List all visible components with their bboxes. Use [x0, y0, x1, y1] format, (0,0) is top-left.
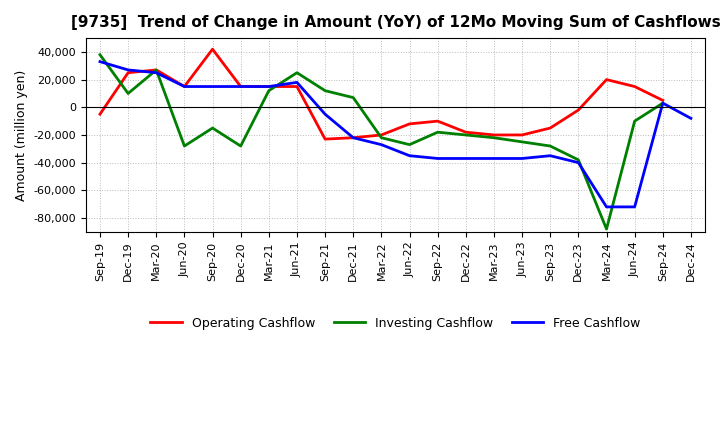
Operating Cashflow [490, 132, 498, 138]
Investing Cashflow [377, 135, 386, 140]
Operating Cashflow [546, 125, 554, 131]
Free Cashflow [377, 142, 386, 147]
Free Cashflow [152, 70, 161, 75]
Free Cashflow [518, 156, 526, 161]
Free Cashflow [574, 160, 582, 165]
Operating Cashflow [264, 84, 273, 89]
Operating Cashflow [574, 107, 582, 113]
Investing Cashflow [630, 118, 639, 124]
Legend: Operating Cashflow, Investing Cashflow, Free Cashflow: Operating Cashflow, Investing Cashflow, … [145, 312, 646, 335]
Investing Cashflow [292, 70, 301, 75]
Operating Cashflow [602, 77, 611, 82]
Line: Free Cashflow: Free Cashflow [100, 62, 691, 207]
Operating Cashflow [630, 84, 639, 89]
Line: Investing Cashflow: Investing Cashflow [100, 55, 663, 229]
Investing Cashflow [124, 91, 132, 96]
Investing Cashflow [96, 52, 104, 57]
Operating Cashflow [659, 98, 667, 103]
Investing Cashflow [546, 143, 554, 149]
Free Cashflow [630, 204, 639, 209]
Operating Cashflow [405, 121, 414, 127]
Investing Cashflow [659, 100, 667, 106]
Investing Cashflow [208, 125, 217, 131]
Free Cashflow [349, 135, 358, 140]
Operating Cashflow [96, 112, 104, 117]
Line: Operating Cashflow: Operating Cashflow [100, 49, 663, 139]
Operating Cashflow [377, 132, 386, 138]
Operating Cashflow [518, 132, 526, 138]
Free Cashflow [96, 59, 104, 64]
Free Cashflow [405, 153, 414, 158]
Investing Cashflow [490, 135, 498, 140]
Free Cashflow [687, 116, 696, 121]
Free Cashflow [124, 67, 132, 73]
Operating Cashflow [208, 47, 217, 52]
Operating Cashflow [462, 129, 470, 135]
Free Cashflow [264, 84, 273, 89]
Free Cashflow [236, 84, 245, 89]
Investing Cashflow [152, 67, 161, 73]
Y-axis label: Amount (million yen): Amount (million yen) [15, 70, 28, 201]
Investing Cashflow [180, 143, 189, 149]
Investing Cashflow [518, 139, 526, 144]
Operating Cashflow [433, 118, 442, 124]
Investing Cashflow [602, 227, 611, 232]
Investing Cashflow [236, 143, 245, 149]
Operating Cashflow [236, 84, 245, 89]
Investing Cashflow [264, 88, 273, 93]
Free Cashflow [490, 156, 498, 161]
Free Cashflow [321, 112, 330, 117]
Investing Cashflow [462, 132, 470, 138]
Investing Cashflow [349, 95, 358, 100]
Operating Cashflow [152, 67, 161, 73]
Operating Cashflow [349, 135, 358, 140]
Free Cashflow [659, 100, 667, 106]
Investing Cashflow [574, 157, 582, 162]
Operating Cashflow [180, 84, 189, 89]
Investing Cashflow [433, 129, 442, 135]
Operating Cashflow [321, 136, 330, 142]
Free Cashflow [462, 156, 470, 161]
Title: [9735]  Trend of Change in Amount (YoY) of 12Mo Moving Sum of Cashflows: [9735] Trend of Change in Amount (YoY) o… [71, 15, 720, 30]
Free Cashflow [546, 153, 554, 158]
Free Cashflow [433, 156, 442, 161]
Free Cashflow [208, 84, 217, 89]
Free Cashflow [292, 80, 301, 85]
Free Cashflow [602, 204, 611, 209]
Investing Cashflow [321, 88, 330, 93]
Operating Cashflow [292, 84, 301, 89]
Free Cashflow [180, 84, 189, 89]
Operating Cashflow [124, 70, 132, 75]
Investing Cashflow [405, 142, 414, 147]
